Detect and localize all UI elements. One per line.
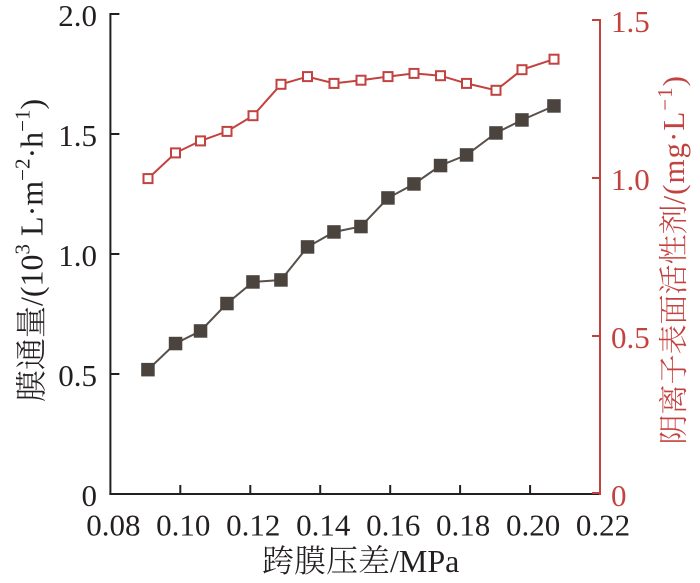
svg-text:/(103 L·m−2·h−1): /(103 L·m−2·h−1) [11,99,50,306]
svg-text:0.16: 0.16 [366,508,420,543]
svg-text:1.5: 1.5 [611,4,650,39]
svg-text:0.10: 0.10 [156,508,210,543]
svg-text:0.08: 0.08 [86,508,140,543]
svg-text:0.5: 0.5 [611,320,650,355]
svg-text:0.18: 0.18 [436,508,490,543]
svg-text:0: 0 [82,478,98,513]
svg-text:/MPa: /MPa [390,543,459,579]
svg-text:2.0: 2.0 [58,0,97,33]
svg-text:1.5: 1.5 [58,118,97,153]
svg-text:0.12: 0.12 [226,508,280,543]
svg-text:1.0: 1.0 [611,162,650,197]
svg-text:0.22: 0.22 [576,508,630,543]
svg-text:0.14: 0.14 [296,508,351,543]
svg-text:0: 0 [611,478,627,513]
svg-text:1.0: 1.0 [58,238,97,273]
svg-text:0.20: 0.20 [506,508,560,543]
svg-text:0.5: 0.5 [58,358,97,393]
